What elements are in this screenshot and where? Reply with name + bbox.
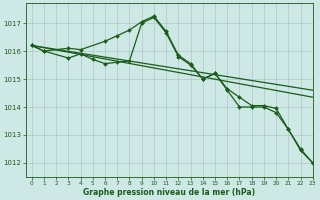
X-axis label: Graphe pression niveau de la mer (hPa): Graphe pression niveau de la mer (hPa) (83, 188, 255, 197)
